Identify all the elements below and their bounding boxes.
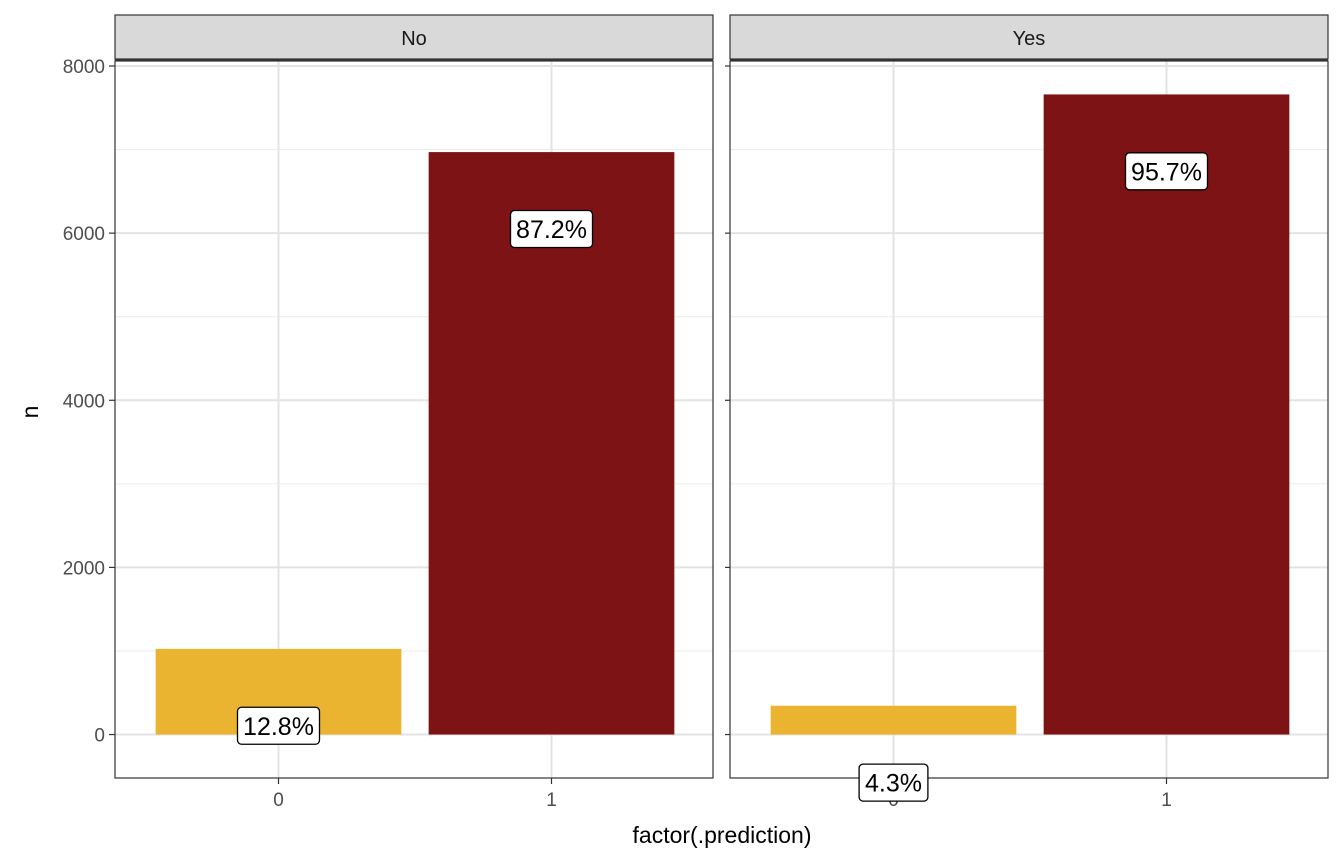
y-tick-label: 6000 (63, 224, 105, 245)
bar (770, 705, 1017, 735)
data-label: 12.8% (243, 713, 314, 741)
y-tick-label: 0 (94, 726, 105, 747)
data-label-box (1124, 152, 1209, 191)
facet-strip (729, 14, 1329, 60)
bar (1043, 94, 1290, 735)
facet-strip (114, 14, 714, 60)
data-label: 4.3% (865, 770, 922, 798)
facet-strip-label: Yes (1013, 28, 1046, 50)
facet-strip-label: No (401, 28, 427, 50)
data-label-box (858, 763, 929, 802)
bar (428, 152, 675, 735)
data-label-box (236, 706, 321, 745)
y-tick-label: 2000 (63, 558, 105, 579)
x-tick-label: 0 (273, 790, 284, 811)
x-axis-title: factor(.prediction) (633, 822, 812, 848)
data-label-box (509, 209, 594, 249)
data-label: 87.2% (516, 216, 587, 244)
y-tick-label: 8000 (63, 57, 105, 78)
x-tick-label: 1 (546, 790, 557, 811)
x-tick-label: 1 (1161, 790, 1172, 811)
y-tick-label: 4000 (63, 391, 105, 412)
data-label: 95.7% (1131, 158, 1202, 186)
y-axis-title: n (17, 406, 43, 419)
